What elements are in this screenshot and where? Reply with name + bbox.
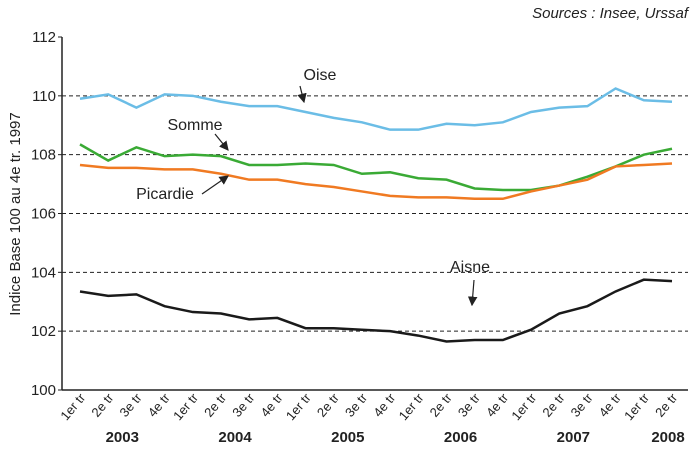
series-label: Aisne xyxy=(450,259,490,276)
x-tick-label: 3e tr xyxy=(568,390,597,420)
x-tick-label: 3e tr xyxy=(455,390,484,420)
x-tick-label: 1er tr xyxy=(57,390,88,423)
annotation-arrow xyxy=(214,133,229,151)
source: Sources : Insee, Urssaf xyxy=(532,5,690,22)
annotation-arrow xyxy=(467,279,478,307)
x-tick-label: 1er tr xyxy=(508,390,539,423)
year-label: 2005 xyxy=(331,429,364,446)
series-label: Picardie xyxy=(136,186,194,203)
x-tick-label: 2e tr xyxy=(314,390,343,420)
x-tick-label: 2e tr xyxy=(652,390,681,420)
year-label: 2003 xyxy=(106,429,139,446)
annotation-arrow xyxy=(201,175,229,195)
x-tick-label: 3e tr xyxy=(229,390,258,420)
x-tick-label: 1er tr xyxy=(396,390,427,423)
x-tick-label: 4e tr xyxy=(145,390,174,420)
series-label: Somme xyxy=(167,117,222,134)
annotation-arrow xyxy=(297,85,307,104)
series-line xyxy=(79,278,673,343)
year-label: 2006 xyxy=(444,429,477,446)
y-axis-label: Indice Base 100 au 4e tr. 1997 xyxy=(7,112,24,316)
x-tick-label: 2e tr xyxy=(201,390,230,420)
x-tick-label: 4e tr xyxy=(596,390,625,420)
series-line xyxy=(79,87,673,131)
y-tick-label: 110 xyxy=(32,88,56,105)
series-line xyxy=(79,162,673,201)
x-tick-label: 4e tr xyxy=(370,390,399,420)
year-label: 2008 xyxy=(651,429,684,446)
series-label: Oise xyxy=(304,67,337,84)
y-tick-label: 102 xyxy=(31,323,56,340)
y-tick-label: 100 xyxy=(31,382,56,399)
y-tick-label: 112 xyxy=(32,29,56,46)
x-tick-label: 1er tr xyxy=(621,390,652,423)
x-tick-label: 2e tr xyxy=(539,390,568,420)
x-tick-label: 4e tr xyxy=(257,390,286,420)
x-tick-label: 1er tr xyxy=(283,390,314,423)
y-tick-label: 108 xyxy=(31,147,56,164)
y-tick-label: 104 xyxy=(31,264,56,281)
x-tick-label: 3e tr xyxy=(116,390,145,420)
x-tick-label: 4e tr xyxy=(483,390,512,420)
year-label: 2004 xyxy=(218,429,252,446)
year-label: 2007 xyxy=(557,429,590,446)
x-tick-label: 2e tr xyxy=(427,390,456,420)
y-tick-label: 106 xyxy=(31,206,56,223)
x-tick-label: 1er tr xyxy=(170,390,201,423)
series-line xyxy=(79,143,673,192)
x-tick-label: 2e tr xyxy=(88,390,117,420)
x-tick-label: 3e tr xyxy=(342,390,371,420)
